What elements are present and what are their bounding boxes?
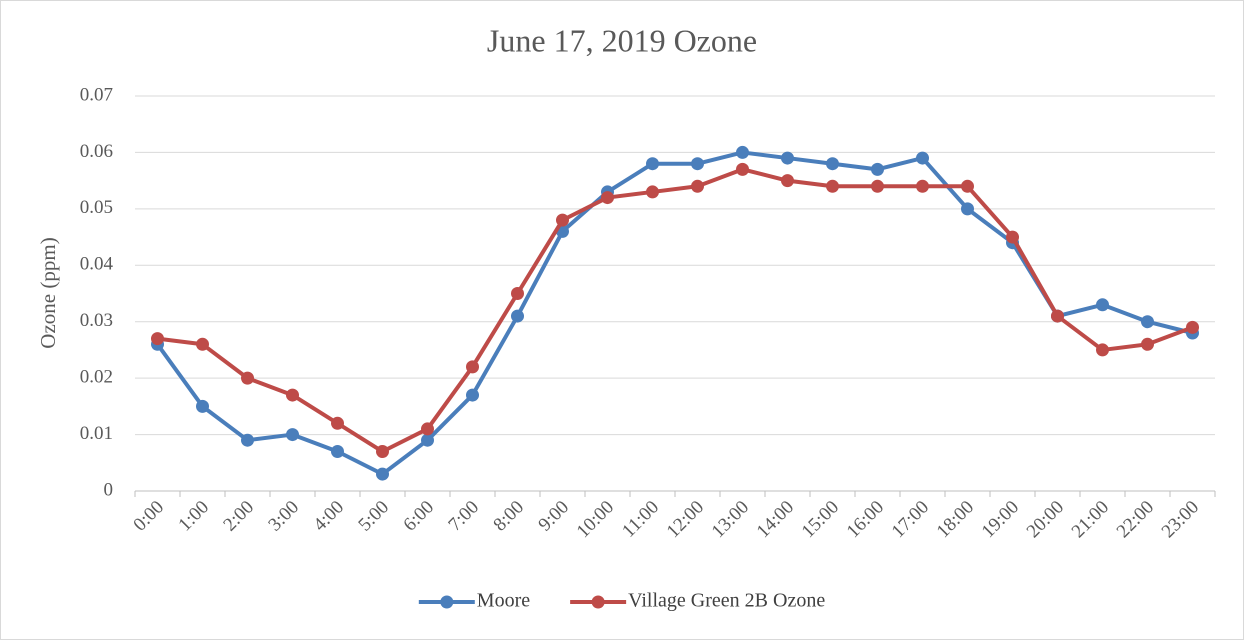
y-tick-label: 0.01 xyxy=(80,423,113,444)
data-point xyxy=(286,388,299,402)
data-point xyxy=(961,202,974,216)
y-tick-label: 0.05 xyxy=(80,197,113,218)
data-point xyxy=(1051,309,1064,323)
data-point xyxy=(1006,230,1019,244)
data-point xyxy=(1141,337,1154,351)
data-point xyxy=(196,337,209,351)
data-point xyxy=(421,422,434,436)
legend-label: Moore xyxy=(477,590,530,612)
y-axis-title: Ozone (ppm) xyxy=(36,237,60,348)
data-point xyxy=(331,445,344,458)
y-tick-label: 0 xyxy=(104,479,114,500)
data-point xyxy=(871,179,884,193)
data-point xyxy=(1186,320,1199,334)
y-tick-label: 0.03 xyxy=(80,310,113,331)
data-point xyxy=(916,179,929,193)
y-tick-label: 0.06 xyxy=(80,141,113,162)
data-point xyxy=(646,157,659,171)
data-point xyxy=(196,399,209,413)
data-point xyxy=(601,191,614,205)
data-point xyxy=(241,371,254,385)
data-point xyxy=(781,174,794,188)
legend-marker xyxy=(440,595,454,609)
data-point xyxy=(241,433,254,447)
series-line xyxy=(155,150,1193,477)
data-point xyxy=(466,388,479,402)
legend-label: Village Green 2B Ozone xyxy=(628,590,825,612)
legend: Moore Village Green 2B Ozone xyxy=(418,590,825,612)
data-point xyxy=(1141,315,1154,329)
data-point xyxy=(511,309,524,323)
data-point xyxy=(466,360,479,374)
data-point xyxy=(736,145,749,159)
y-tick-label: 0.07 xyxy=(80,84,113,105)
data-point xyxy=(151,332,164,346)
data-point xyxy=(646,185,659,199)
data-point xyxy=(1096,298,1109,312)
data-point xyxy=(871,162,884,176)
data-point xyxy=(1096,343,1109,357)
data-point xyxy=(691,157,704,171)
data-point xyxy=(736,162,749,176)
data-point xyxy=(826,179,839,193)
data-point xyxy=(376,445,389,458)
data-point xyxy=(556,213,569,227)
data-point xyxy=(826,157,839,171)
y-tick-label: 0.02 xyxy=(80,367,113,388)
data-point xyxy=(511,287,524,300)
data-point xyxy=(421,433,434,447)
y-tick-label: 0.04 xyxy=(80,254,114,275)
legend-marker xyxy=(591,595,605,609)
data-point xyxy=(781,151,794,165)
data-point xyxy=(916,151,929,165)
data-point xyxy=(331,416,344,430)
data-point xyxy=(691,179,704,193)
data-point xyxy=(961,179,974,193)
chart-title: June 17, 2019 Ozone xyxy=(487,22,757,58)
data-point xyxy=(286,428,299,442)
data-point xyxy=(376,467,389,481)
series-line xyxy=(157,167,1194,454)
